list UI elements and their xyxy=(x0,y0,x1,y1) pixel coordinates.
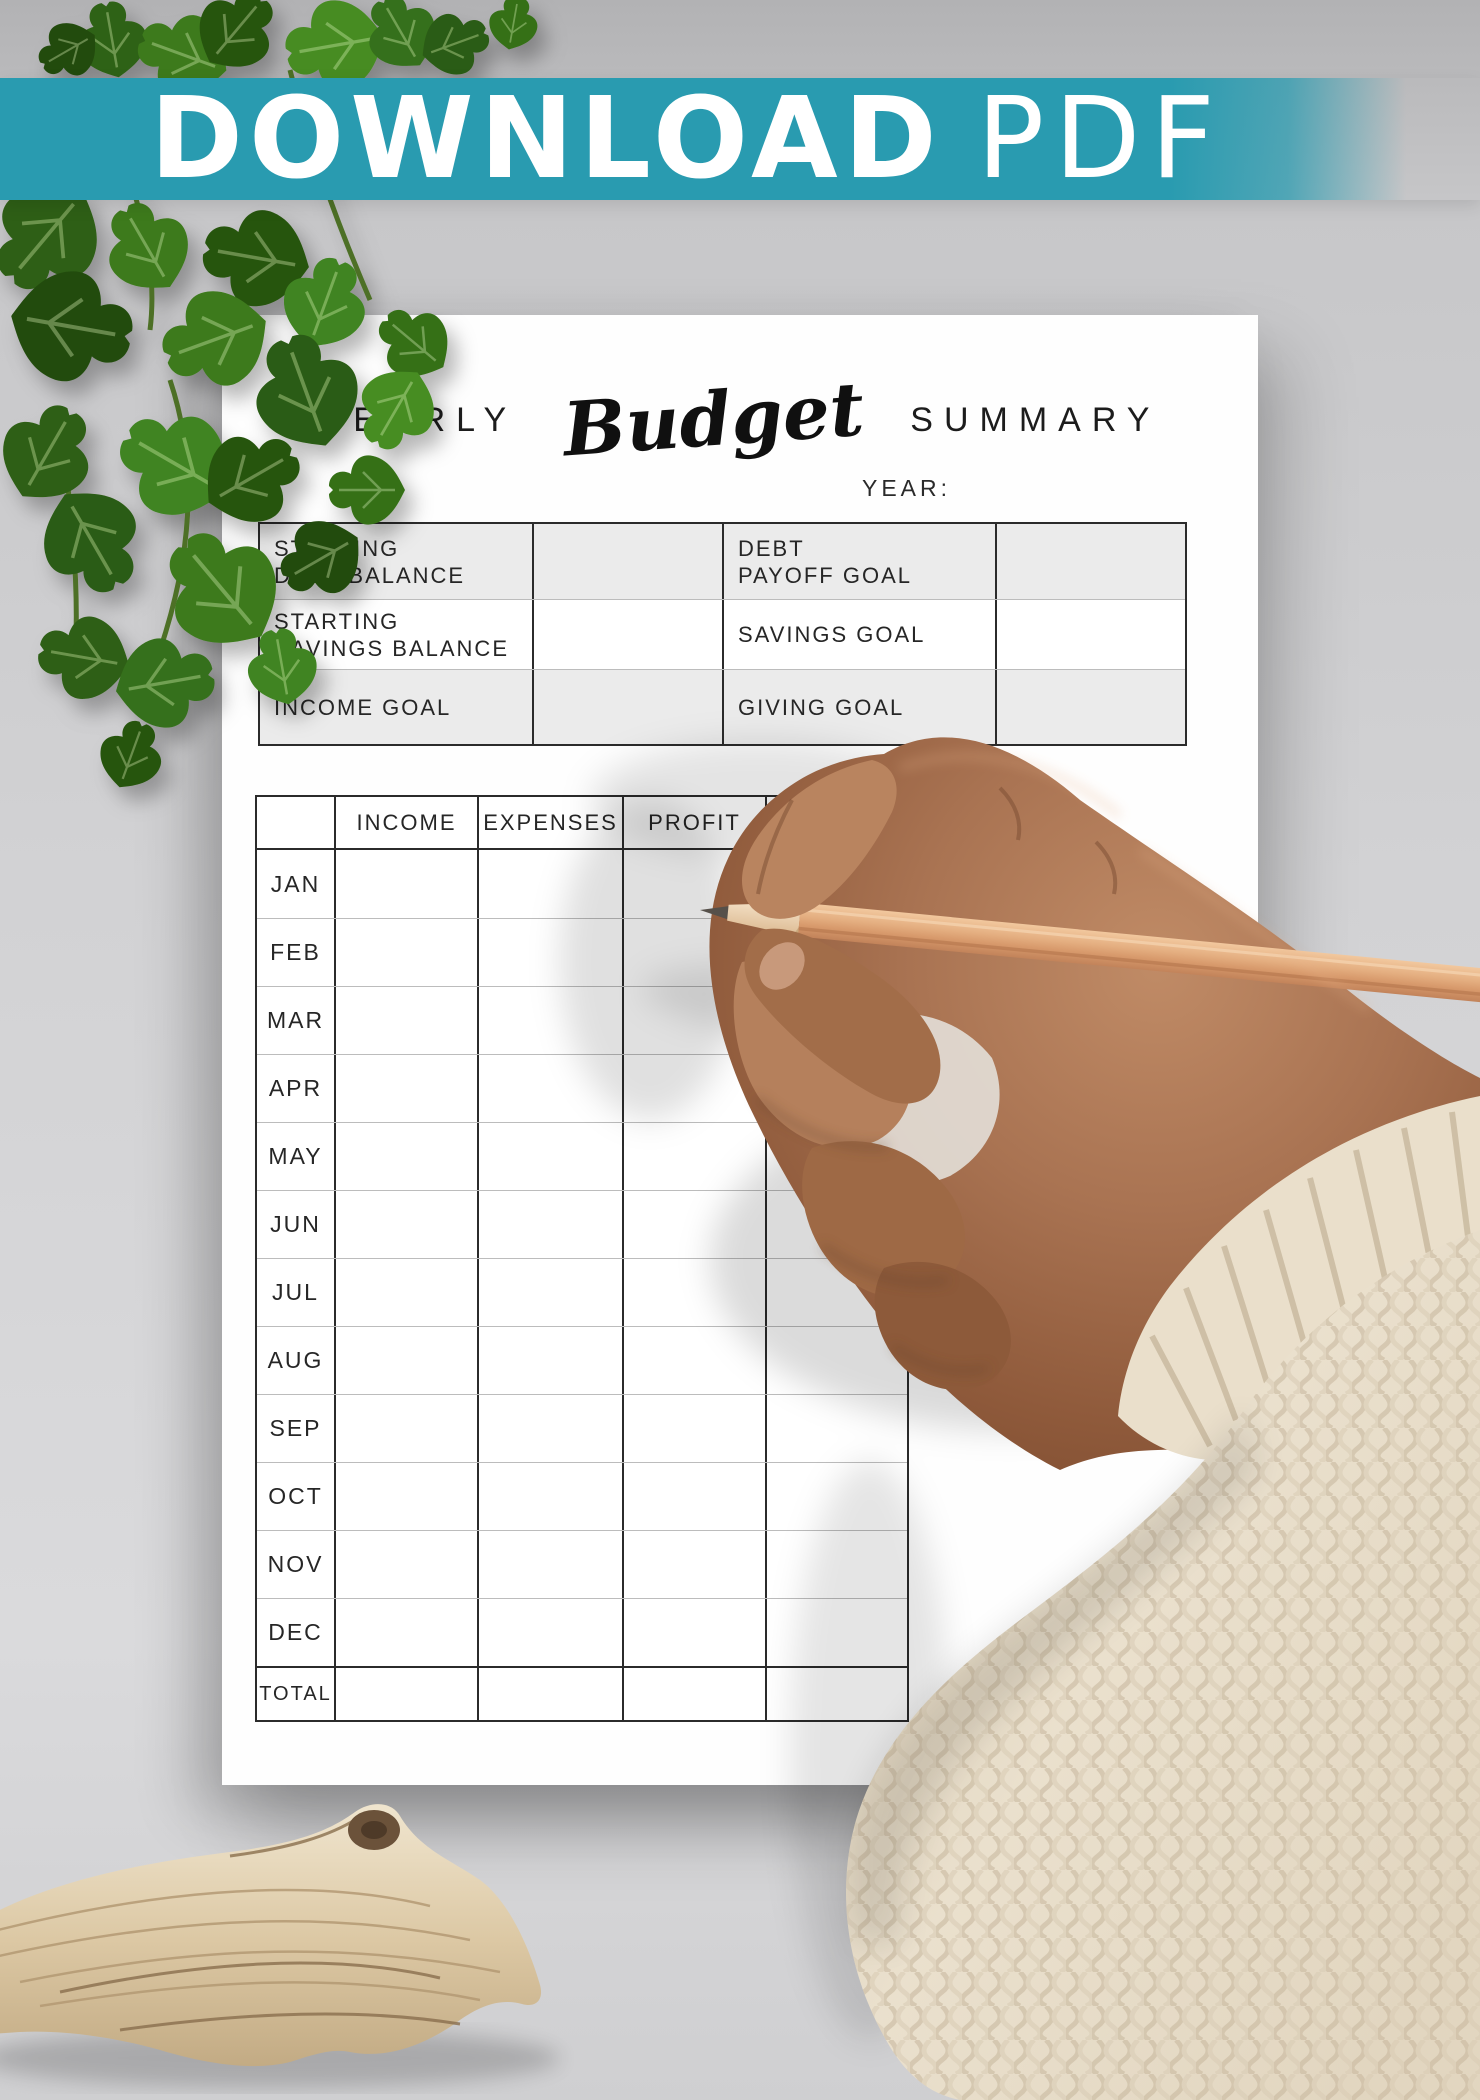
amount-cell xyxy=(765,919,907,986)
amount-cell xyxy=(765,1055,907,1122)
table-row-may: MAY xyxy=(257,1122,907,1190)
amount-cell xyxy=(765,1531,907,1598)
goal-value-cell xyxy=(532,670,722,744)
amount-cell xyxy=(765,1123,907,1190)
amount-cell xyxy=(334,987,477,1054)
goal-value-cell xyxy=(532,524,722,599)
amount-cell xyxy=(334,1191,477,1258)
amount-cell xyxy=(334,1531,477,1598)
table-row-total: TOTAL xyxy=(257,1666,907,1720)
amount-cell xyxy=(622,1055,765,1122)
goals-table: STARTING DEBT BALANCE DEBT PAYOFF GOAL S… xyxy=(258,522,1187,746)
amount-cell xyxy=(334,850,477,918)
amount-cell xyxy=(765,1259,907,1326)
goal-value-cell xyxy=(995,670,1185,744)
goals-row-3: INCOME GOAL GIVING GOAL xyxy=(260,669,1185,744)
amount-cell xyxy=(334,919,477,986)
amount-cell xyxy=(334,1123,477,1190)
goals-row-2: STARTING SAVINGS BALANCE SAVINGS GOAL xyxy=(260,599,1185,669)
goal-label-starting-debt-balance: STARTING DEBT BALANCE xyxy=(274,535,466,588)
amount-cell xyxy=(622,1327,765,1394)
monthly-budget-table: INCOME EXPENSES PROFIT JAN FEB MAR APR xyxy=(255,795,909,1722)
amount-cell xyxy=(477,919,622,986)
amount-cell xyxy=(477,1463,622,1530)
amount-cell xyxy=(477,1531,622,1598)
amount-cell xyxy=(334,1599,477,1666)
amount-cell xyxy=(477,1395,622,1462)
amount-cell xyxy=(765,850,907,918)
banner-download-label: DOWNLOAD xyxy=(150,74,943,204)
amount-cell xyxy=(765,1327,907,1394)
goal-label-savings-goal: SAVINGS GOAL xyxy=(722,600,995,669)
amount-cell xyxy=(622,987,765,1054)
header-profit: PROFIT xyxy=(622,797,765,848)
amount-cell xyxy=(477,1668,622,1720)
amount-cell xyxy=(477,1055,622,1122)
table-row-aug: AUG xyxy=(257,1326,907,1394)
amount-cell xyxy=(477,987,622,1054)
amount-cell xyxy=(477,1327,622,1394)
amount-cell xyxy=(622,1463,765,1530)
goal-label-starting-savings-balance: STARTING SAVINGS BALANCE xyxy=(274,608,509,661)
amount-cell xyxy=(334,1463,477,1530)
goal-value-cell xyxy=(995,600,1185,669)
amount-cell xyxy=(765,987,907,1054)
amount-cell xyxy=(765,1599,907,1666)
amount-cell xyxy=(477,1599,622,1666)
goal-value-cell xyxy=(532,600,722,669)
banner-pdf-label: PDF xyxy=(976,74,1225,204)
table-row-sep: SEP xyxy=(257,1394,907,1462)
header-hidden-by-hand xyxy=(765,797,907,848)
amount-cell xyxy=(622,1395,765,1462)
table-row-feb: FEB xyxy=(257,918,907,986)
title-budget-script: Budget xyxy=(560,366,867,474)
header-month-cell xyxy=(257,797,334,848)
amount-cell xyxy=(477,1123,622,1190)
table-row-jun: JUN xyxy=(257,1190,907,1258)
amount-cell xyxy=(622,1668,765,1720)
table-row-dec: DEC xyxy=(257,1598,907,1666)
amount-cell xyxy=(622,919,765,986)
amount-cell xyxy=(334,1327,477,1394)
page-title: YEARLY Budget SUMMARY xyxy=(222,367,1258,474)
download-pdf-banner[interactable]: DOWNLOAD PDF xyxy=(0,78,1480,200)
amount-cell xyxy=(477,850,622,918)
driftwood-body xyxy=(0,1804,541,2067)
title-yearly: YEARLY xyxy=(319,400,518,439)
amount-cell xyxy=(622,1599,765,1666)
amount-cell xyxy=(477,1191,622,1258)
header-income: INCOME xyxy=(334,797,477,848)
table-row-jul: JUL xyxy=(257,1258,907,1326)
amount-cell xyxy=(765,1668,907,1720)
amount-cell xyxy=(334,1055,477,1122)
table-row-apr: APR xyxy=(257,1054,907,1122)
paper-sheet: YEARLY Budget SUMMARY YEAR: STARTING DEB… xyxy=(222,315,1258,1785)
amount-cell xyxy=(765,1191,907,1258)
title-summary: SUMMARY xyxy=(910,400,1161,439)
table-row-nov: NOV xyxy=(257,1530,907,1598)
amount-cell xyxy=(334,1668,477,1720)
amount-cell xyxy=(622,1123,765,1190)
amount-cell xyxy=(765,1395,907,1462)
goal-value-cell xyxy=(995,524,1185,599)
goal-label-giving-goal: GIVING GOAL xyxy=(722,670,995,744)
goal-label-income-goal: INCOME GOAL xyxy=(274,694,452,720)
amount-cell xyxy=(622,1531,765,1598)
header-expenses: EXPENSES xyxy=(477,797,622,848)
amount-cell xyxy=(622,850,765,918)
table-row-mar: MAR xyxy=(257,986,907,1054)
table-header-row: INCOME EXPENSES PROFIT xyxy=(257,797,907,850)
amount-cell xyxy=(765,1463,907,1530)
amount-cell xyxy=(334,1259,477,1326)
amount-cell xyxy=(622,1191,765,1258)
amount-cell xyxy=(334,1395,477,1462)
amount-cell xyxy=(622,1259,765,1326)
goal-label-debt-payoff-goal: DEBT PAYOFF GOAL xyxy=(722,524,995,599)
table-row-jan: JAN xyxy=(257,850,907,918)
year-label: YEAR: xyxy=(862,475,952,501)
table-row-oct: OCT xyxy=(257,1462,907,1530)
goals-row-1: STARTING DEBT BALANCE DEBT PAYOFF GOAL xyxy=(260,524,1185,599)
amount-cell xyxy=(477,1259,622,1326)
